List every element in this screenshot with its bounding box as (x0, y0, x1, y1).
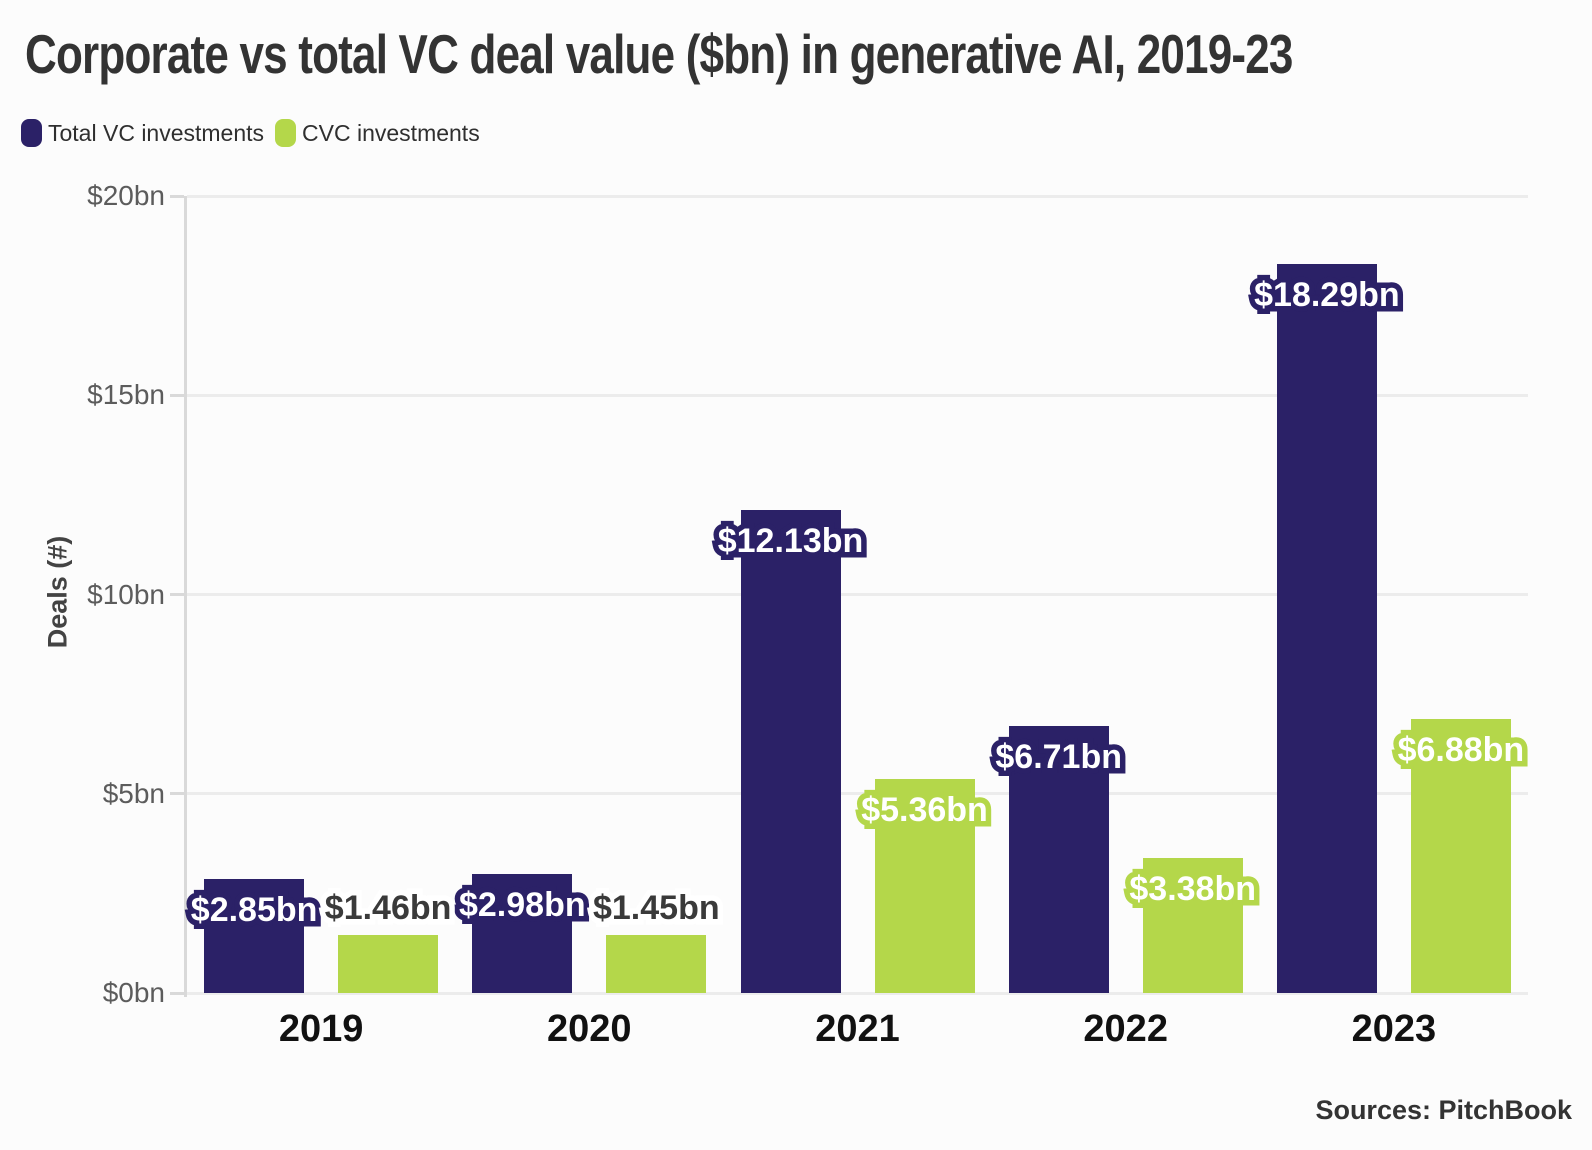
bar-label-total-vc-investments-2019: $2.85bn $2.85bn (185, 886, 323, 935)
bar-total-vc-investments-2022 (1008, 725, 1109, 993)
bar-total-vc-investments-2023 (1276, 264, 1377, 993)
y-axis-tick-5bn (170, 792, 184, 796)
x-axis-label-2020: 2020 (547, 1008, 632, 1050)
bar-cvc-investments-2020 (606, 935, 707, 993)
source-credit: Sources: PitchBook (1315, 1095, 1572, 1125)
bar-label-cvc-investments-2023: $6.88bn $6.88bn (1392, 725, 1530, 774)
bar-cvc-investments-2019 (338, 934, 439, 993)
bar-label-text: $2.98bn (458, 886, 586, 925)
bar-label-outline: $18.29bn (1249, 271, 1405, 320)
bar-label-cvc-investments-2020: $1.45bn $1.45bn (588, 884, 726, 933)
legend-swatch-total-vc-icon (21, 119, 42, 147)
y-axis-tick-label-15bn: $15bn (87, 379, 165, 411)
y-axis-tick-label-5bn: $5bn (102, 777, 165, 809)
legend-label-cvc: CVC investments (302, 119, 480, 146)
bar-cvc-investments-2022 (1142, 858, 1243, 993)
bar-label-total-vc-investments-2021: $12.13bn $12.13bn (712, 516, 868, 565)
legend-item-total-vc: Total VC investments (21, 119, 264, 147)
bar-label-text: $5.36bn (861, 791, 988, 830)
y-axis-tick-label-0bn: $0bn (102, 977, 165, 1008)
legend-swatch-cvc-icon (275, 119, 297, 147)
bar-cvc-investments-2021 (874, 779, 975, 993)
bar-label-total-vc-investments-2020: $2.98bn $2.98bn (454, 881, 592, 930)
bar-label-outline: $6.71bn (990, 732, 1128, 781)
bar-label-text: $3.38bn (1129, 870, 1256, 909)
bar-label-outline: $2.98bn (454, 881, 592, 930)
gridline-5bn (187, 792, 1528, 796)
bar-label-text: $12.13bn (717, 521, 864, 560)
gridline-0bn (187, 991, 1528, 995)
bar-label-cvc-investments-2021: $5.36bn $5.36bn (856, 786, 994, 835)
bar-label-text: $2.85bn (190, 891, 318, 930)
bar-label-cvc-investments-2022: $3.38bn $3.38bn (1124, 865, 1262, 914)
gridline-15bn (187, 393, 1528, 397)
bar-label-cvc-investments-2019: $1.46bn $1.46bn (319, 883, 457, 932)
chart-title: Corporate vs total VC deal value ($bn) i… (25, 23, 1293, 85)
bar-total-vc-investments-2019 (204, 879, 305, 993)
bar-label-text: $6.88bn (1397, 730, 1525, 769)
bar-label-text: $1.46bn (324, 888, 452, 927)
bar-total-vc-investments-2020 (472, 874, 573, 993)
y-axis-tick-0bn (170, 991, 184, 995)
legend-item-cvc: CVC investments (275, 119, 480, 147)
bar-label-outline: $1.46bn (319, 883, 457, 932)
bar-label-outline: $2.85bn (185, 886, 323, 935)
x-axis-label-2023: 2023 (1351, 1008, 1437, 1050)
y-axis-tick-10bn (170, 593, 184, 596)
y-axis-tick-15bn (170, 393, 184, 397)
bar-label-outline: $6.88bn (1392, 725, 1530, 774)
y-axis-tick-label-10bn: $10bn (87, 578, 165, 610)
gridline-20bn (187, 194, 1528, 198)
bar-cvc-investments-2023 (1410, 718, 1511, 993)
bar-label-outline: $1.45bn (588, 884, 726, 933)
bar-total-vc-investments-2021 (740, 509, 841, 993)
legend: Total VC investments CVC investments (21, 119, 480, 147)
bar-label-outline: $5.36bn (856, 786, 994, 835)
bar-label-outline: $12.13bn (712, 516, 868, 565)
x-axis-label-2019: 2019 (278, 1008, 364, 1050)
legend-label-total-vc: Total VC investments (48, 119, 265, 146)
bar-label-text: $1.45bn (592, 889, 720, 928)
bar-label-text: $6.71bn (995, 737, 1122, 776)
x-axis-label-2021: 2021 (815, 1008, 900, 1050)
y-axis-line (184, 196, 187, 997)
bar-label-total-vc-investments-2022: $6.71bn $6.71bn (990, 732, 1128, 781)
x-axis-label-2022: 2022 (1083, 1008, 1168, 1050)
y-axis-tick-20bn (170, 194, 184, 198)
gridline-10bn (187, 593, 1528, 596)
y-axis-tick-label-20bn: $20bn (87, 180, 165, 211)
bar-label-text: $18.29bn (1254, 276, 1400, 315)
bar-label-total-vc-investments-2023: $18.29bn $18.29bn (1249, 271, 1405, 320)
bar-label-outline: $3.38bn (1124, 865, 1262, 914)
